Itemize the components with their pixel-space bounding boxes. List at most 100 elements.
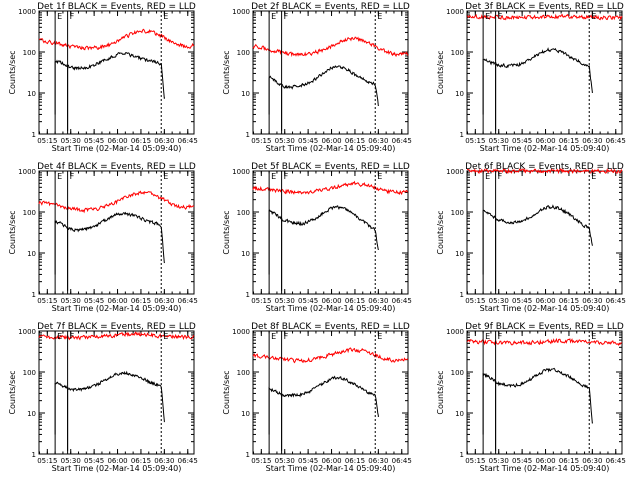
vline-label-end: E bbox=[591, 12, 596, 21]
x-tick-label: 05:15 bbox=[465, 457, 485, 465]
x-tick-label: 06:15 bbox=[131, 137, 151, 145]
x-axis-label: Start Time (02-Mar-14 05:09:40) bbox=[266, 464, 396, 473]
lld-series-line bbox=[252, 36, 409, 58]
panel-title: Det 2f BLACK = Events, RED = LLD bbox=[251, 2, 410, 12]
y-tick-label: 1 bbox=[32, 131, 36, 139]
x-tick-label: 05:15 bbox=[465, 137, 485, 145]
x-axis-label: Start Time (02-Mar-14 05:09:40) bbox=[266, 144, 396, 153]
y-tick-label: 100 bbox=[23, 209, 36, 217]
panel-7: Det 7f BLACK = Events, RED = LLD 1 10 100 10… bbox=[8, 322, 198, 473]
vline-label-end: E bbox=[163, 12, 168, 21]
plot-frame bbox=[38, 330, 195, 455]
vline-label-start: E bbox=[485, 172, 490, 181]
lld-series-line bbox=[38, 190, 195, 214]
lld-series-line bbox=[466, 167, 623, 175]
y-tick-label: 1 bbox=[246, 131, 250, 139]
x-tick-label: 06:45 bbox=[392, 457, 412, 465]
y-tick-label: 100 bbox=[451, 49, 464, 57]
x-tick-label: 05:45 bbox=[84, 137, 104, 145]
x-tick-label: 06:45 bbox=[392, 297, 412, 305]
x-tick-label: 06:45 bbox=[606, 137, 626, 145]
x-tick-label: 06:15 bbox=[559, 297, 579, 305]
x-axis-label: Start Time (02-Mar-14 05:09:40) bbox=[52, 304, 182, 313]
y-tick-label: 1 bbox=[460, 131, 464, 139]
x-tick-label: 06:30 bbox=[582, 297, 602, 305]
x-tick-label: 05:15 bbox=[465, 297, 485, 305]
x-tick-label: 06:00 bbox=[321, 137, 341, 145]
y-axis-label: Counts/sec bbox=[436, 210, 445, 254]
y-tick-label: 100 bbox=[23, 369, 36, 377]
plot-frame bbox=[466, 330, 623, 455]
events-series-line bbox=[268, 65, 379, 115]
panel-6: Det 6f BLACK = Events, RED = LLD 1 10 100 10… bbox=[436, 162, 626, 313]
vline-label-detector: F bbox=[70, 12, 75, 21]
x-tick-label: 06:15 bbox=[131, 297, 151, 305]
x-tick-label: 06:30 bbox=[582, 137, 602, 145]
lld-series-line bbox=[252, 180, 409, 196]
vline-label-end: E bbox=[591, 332, 596, 341]
y-tick-label: 1 bbox=[246, 451, 250, 459]
y-tick-label: 1000 bbox=[446, 328, 464, 336]
plot-frame bbox=[38, 170, 195, 295]
x-tick-label: 06:45 bbox=[178, 137, 198, 145]
vline-label-start: E bbox=[271, 172, 276, 181]
x-tick-label: 06:30 bbox=[368, 457, 388, 465]
x-tick-label: 05:15 bbox=[251, 137, 271, 145]
x-tick-label: 06:30 bbox=[368, 297, 388, 305]
vline-label-detector: F bbox=[284, 332, 289, 341]
y-axis-label: Counts/sec bbox=[222, 210, 231, 254]
vline-label-end: E bbox=[163, 332, 168, 341]
x-tick-label: 05:45 bbox=[298, 457, 318, 465]
panel-title: Det 6f BLACK = Events, RED = LLD bbox=[465, 162, 624, 172]
vline-label-detector: F bbox=[498, 332, 503, 341]
events-series-line bbox=[482, 47, 593, 115]
y-tick-label: 100 bbox=[237, 209, 250, 217]
y-tick-label: 1000 bbox=[18, 328, 36, 336]
y-axis-label: Counts/sec bbox=[8, 50, 17, 94]
y-tick-label: 1 bbox=[460, 291, 464, 299]
y-tick-label: 1000 bbox=[232, 168, 250, 176]
x-tick-label: 06:15 bbox=[345, 137, 365, 145]
vline-label-start: E bbox=[485, 332, 490, 341]
lld-series-line bbox=[466, 337, 623, 346]
x-tick-label: 06:15 bbox=[559, 137, 579, 145]
events-series-line bbox=[268, 375, 379, 435]
y-tick-label: 10 bbox=[455, 90, 464, 98]
y-tick-label: 1000 bbox=[232, 8, 250, 16]
panel-title: Det 8f BLACK = Events, RED = LLD bbox=[251, 322, 410, 332]
x-tick-label: 06:45 bbox=[606, 457, 626, 465]
y-axis-label: Counts/sec bbox=[222, 50, 231, 94]
y-tick-label: 100 bbox=[451, 369, 464, 377]
vline-label-detector: F bbox=[70, 332, 75, 341]
x-tick-label: 06:00 bbox=[107, 457, 127, 465]
x-tick-label: 06:15 bbox=[345, 457, 365, 465]
plot-frame bbox=[252, 330, 409, 455]
vline-label-detector: F bbox=[498, 172, 503, 181]
y-tick-label: 10 bbox=[27, 90, 36, 98]
y-tick-label: 10 bbox=[241, 250, 250, 258]
panel-5: Det 5f BLACK = Events, RED = LLD 1 10 100 10… bbox=[222, 162, 412, 313]
vline-label-end: E bbox=[377, 332, 382, 341]
x-axis-label: Start Time (02-Mar-14 05:09:40) bbox=[480, 304, 610, 313]
x-tick-label: 05:45 bbox=[512, 457, 532, 465]
x-axis-label: Start Time (02-Mar-14 05:09:40) bbox=[266, 304, 396, 313]
panel-8: Det 8f BLACK = Events, RED = LLD 1 10 100 10… bbox=[222, 322, 412, 473]
y-tick-label: 10 bbox=[27, 410, 36, 418]
y-tick-label: 1 bbox=[246, 291, 250, 299]
vline-label-start: E bbox=[271, 12, 276, 21]
y-tick-label: 1000 bbox=[446, 168, 464, 176]
vline-label-detector: F bbox=[284, 172, 289, 181]
x-tick-label: 05:45 bbox=[298, 297, 318, 305]
vline-label-detector: F bbox=[284, 12, 289, 21]
x-tick-label: 05:30 bbox=[275, 457, 295, 465]
plot-frame bbox=[252, 10, 409, 135]
x-tick-label: 06:15 bbox=[559, 457, 579, 465]
y-tick-label: 1000 bbox=[232, 328, 250, 336]
y-tick-label: 10 bbox=[241, 410, 250, 418]
lld-series-line bbox=[38, 28, 195, 51]
x-tick-label: 05:15 bbox=[251, 297, 271, 305]
plot-frame bbox=[38, 10, 195, 135]
x-tick-label: 06:00 bbox=[535, 297, 555, 305]
x-tick-label: 06:00 bbox=[107, 137, 127, 145]
